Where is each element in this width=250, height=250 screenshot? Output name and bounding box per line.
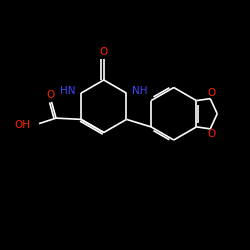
- Text: O: O: [100, 47, 108, 57]
- Text: HN: HN: [60, 86, 76, 96]
- Text: OH: OH: [15, 120, 31, 130]
- Text: O: O: [208, 88, 216, 98]
- Text: O: O: [208, 130, 216, 140]
- Text: NH: NH: [132, 86, 148, 96]
- Text: O: O: [46, 90, 54, 100]
